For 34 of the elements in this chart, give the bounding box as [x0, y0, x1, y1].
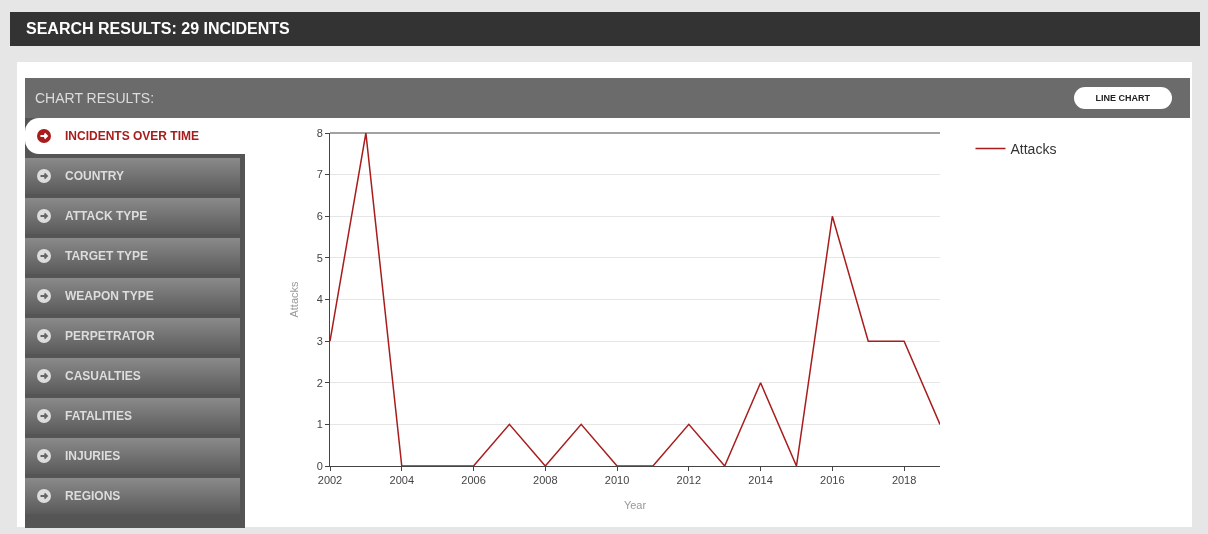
x-tick-label: 2006 [461, 474, 486, 487]
x-tick-label: 2002 [317, 474, 343, 487]
x-tick-label: 2012 [676, 474, 702, 487]
text: PERPETRATOR [65, 329, 155, 343]
text: INCIDENTS OVER TIME [65, 129, 200, 143]
text: TARGET TYPE [65, 249, 149, 263]
y-tick-label: 7 [316, 168, 323, 181]
y-tick-label: 2 [316, 376, 323, 389]
x-tick-label: 2008 [533, 474, 558, 487]
legend-label: Attacks [1010, 141, 1057, 158]
x-axis-title: Year [623, 499, 647, 511]
text: SEARCH RESULTS: 29 INCIDENTS [10, 12, 1200, 46]
text: COUNTRY [65, 169, 124, 183]
y-tick-label: 3 [316, 334, 323, 347]
x-tick-label: 2010 [604, 474, 630, 487]
y-axis-title: Attacks [288, 280, 300, 318]
y-tick-label: 0 [316, 459, 323, 472]
y-tick-label: 5 [316, 251, 323, 264]
y-tick-label: 4 [316, 293, 323, 306]
y-tick-label: 6 [316, 210, 323, 223]
x-tick-label: 2014 [748, 474, 773, 487]
x-tick-label: 2018 [891, 474, 917, 487]
y-tick-label: 1 [316, 418, 323, 431]
y-tick-label: 8 [316, 126, 323, 139]
text: LINE CHART [1073, 87, 1172, 109]
text: FATALITIES [65, 409, 132, 423]
text: INJURIES [65, 449, 121, 463]
text: WEAPON TYPE [65, 289, 154, 303]
text: ATTACK TYPE [65, 209, 148, 223]
text: CASUALTIES [65, 369, 141, 383]
x-tick-label: 2004 [389, 474, 414, 487]
text: REGIONS [65, 489, 121, 503]
text: CHART RESULTS: [35, 90, 155, 106]
x-tick-label: 2016 [820, 474, 845, 487]
